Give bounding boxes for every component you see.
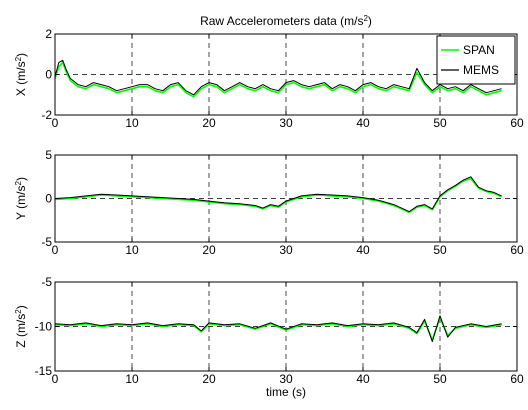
x-tick-label: 10 xyxy=(125,243,139,257)
y-tick-label: 5 xyxy=(45,148,52,162)
legend-box xyxy=(436,35,516,85)
x-tick-label: 50 xyxy=(433,116,447,130)
series-mems-line xyxy=(54,176,502,213)
series-span-line xyxy=(54,61,502,98)
y-axis-label: Z (m/s2) xyxy=(14,305,29,347)
series-mems-line xyxy=(54,59,502,96)
x-tick-label: 10 xyxy=(125,116,139,130)
y-axis-label: X (m/s2) xyxy=(14,53,29,96)
x-tick-label: 50 xyxy=(433,372,447,386)
y-tick-label: 0 xyxy=(45,68,52,82)
x-tick-label: 30 xyxy=(279,116,293,130)
x-tick-label: 30 xyxy=(279,243,293,257)
y-tick-label: 2 xyxy=(45,27,52,41)
x-tick-label: 0 xyxy=(52,116,59,130)
x-tick-label: 20 xyxy=(202,243,216,257)
x-tick-label: 40 xyxy=(356,243,370,257)
series-span-line xyxy=(54,177,502,214)
y-tick-label: 0 xyxy=(45,192,52,206)
y-tick-label: -5 xyxy=(41,235,52,249)
legend-label-mems: MEMS xyxy=(463,63,499,77)
y-tick-label: -5 xyxy=(41,275,52,289)
legend-label-span: SPAN xyxy=(463,43,495,57)
x-tick-label: 60 xyxy=(510,372,524,386)
x-tick-label: 50 xyxy=(433,243,447,257)
x-tick-label: 20 xyxy=(202,372,216,386)
y-tick-label: -2 xyxy=(41,108,52,122)
x-axis-label: time (s) xyxy=(266,385,306,399)
y-tick-label: -15 xyxy=(35,364,53,378)
x-tick-label: 0 xyxy=(52,372,59,386)
x-tick-label: 60 xyxy=(510,243,524,257)
x-tick-label: 60 xyxy=(510,116,524,130)
series-mems-line xyxy=(54,315,502,343)
x-tick-label: 30 xyxy=(279,372,293,386)
y-axis-label: Y (m/s2) xyxy=(14,177,29,220)
x-tick-label: 20 xyxy=(202,116,216,130)
y-tick-label: -10 xyxy=(35,320,53,334)
x-tick-label: 40 xyxy=(356,116,370,130)
x-tick-label: 0 xyxy=(52,243,59,257)
x-tick-label: 10 xyxy=(125,372,139,386)
x-tick-label: 40 xyxy=(356,372,370,386)
legend: SPAN MEMS xyxy=(436,35,516,85)
panel-z: 0 10 20 30 40 50 60 -15 -10 -5 Z (m/s2) time (s) xyxy=(14,275,524,399)
chart-title: Raw Accelerometers data (m/s2) xyxy=(200,14,372,29)
